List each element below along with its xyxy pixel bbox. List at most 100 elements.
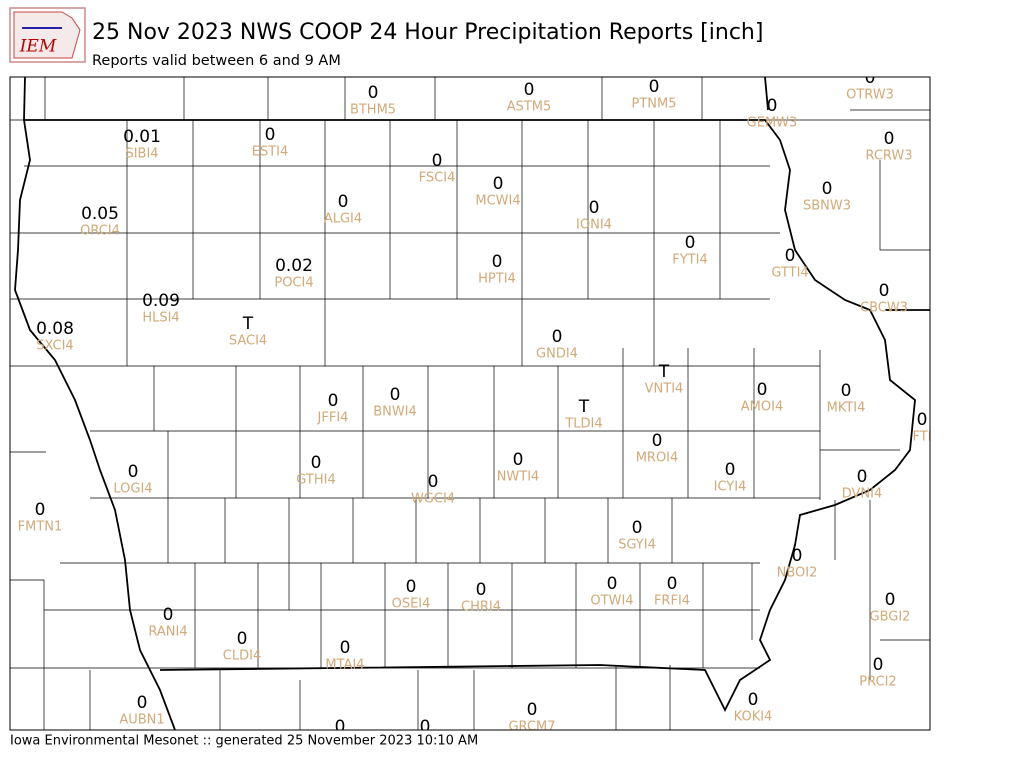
- station-value: 0: [865, 68, 876, 88]
- station-id: SIBI4: [125, 147, 158, 162]
- station-id: FYTI4: [672, 253, 707, 268]
- station-id: VNTI4: [645, 382, 684, 397]
- station-value: 0: [884, 129, 895, 149]
- state-border-iowa: [24, 119, 916, 713]
- station-value: 0.02: [275, 256, 313, 276]
- station-value: 0: [420, 717, 431, 737]
- station-id: WGCI4: [411, 492, 455, 507]
- station-id: IONI4: [576, 218, 612, 233]
- station-id: AMOI4: [741, 400, 783, 415]
- station-value: 0: [335, 717, 346, 737]
- station-id: MCWI4: [475, 194, 520, 209]
- station-value: T: [242, 314, 254, 334]
- station-id: ALGI4: [324, 212, 362, 227]
- station-value: 0: [792, 546, 803, 566]
- station-value: 0: [607, 574, 618, 594]
- station-value: 0: [237, 629, 248, 649]
- station-id: GBGI2: [870, 610, 911, 625]
- station-id: MROI4: [636, 451, 679, 466]
- station-value: 0.09: [142, 291, 180, 311]
- map: 0BTHM50ASTM50PTNM50OTRW30GEMW30RCRW30.01…: [10, 68, 931, 737]
- station-id: RCRW3: [865, 149, 912, 164]
- station-id: PRCI2: [859, 675, 896, 690]
- station-value: 0: [524, 80, 535, 100]
- station-value: 0: [725, 460, 736, 480]
- logo-state: [13, 11, 81, 59]
- station-value: 0: [390, 385, 401, 405]
- title: 25 Nov 2023 NWS COOP 24 Hour Precipitati…: [92, 20, 763, 45]
- station-value: 0: [767, 96, 778, 116]
- station-value: 0: [338, 192, 349, 212]
- station-value: 0: [552, 327, 563, 347]
- station-id: FRFI4: [654, 594, 690, 609]
- station-id: LOGI4: [113, 482, 152, 497]
- station-value: 0: [885, 590, 896, 610]
- station-id: POCI4: [274, 276, 313, 291]
- station-value: 0: [265, 125, 276, 145]
- station-value: 0: [137, 693, 148, 713]
- station-value: 0: [513, 450, 524, 470]
- station-id: GTTI4: [771, 266, 808, 281]
- station-id: TLDI4: [564, 417, 602, 432]
- station-id: BNWI4: [373, 405, 417, 420]
- station-value: 0: [667, 574, 678, 594]
- station-value: 0: [873, 655, 884, 675]
- station-id: MTAI4: [325, 658, 364, 673]
- station-id: ESTI4: [252, 145, 289, 160]
- station-id: OSEI4: [392, 597, 431, 612]
- station-value: 0: [428, 472, 439, 492]
- logo: IEM: [9, 7, 86, 63]
- station-id: SACI4: [229, 334, 267, 349]
- station-id: KOKI4: [734, 710, 773, 725]
- subtitle: Reports valid between 6 and 9 AM: [92, 53, 341, 69]
- station-id: OTWI4: [590, 594, 633, 609]
- station-id: NWTI4: [497, 470, 540, 485]
- station-value: 0: [311, 453, 322, 473]
- station-id: ASTM5: [507, 100, 552, 115]
- station-value: 0: [649, 77, 660, 97]
- station-id: CBCW3: [860, 301, 908, 316]
- stations: 0BTHM50ASTM50PTNM50OTRW30GEMW30RCRW30.01…: [18, 68, 931, 737]
- station-id: GNDI4: [536, 347, 578, 362]
- station-value: 0: [757, 380, 768, 400]
- station-value: 0: [476, 580, 487, 600]
- station-value: 0: [527, 700, 538, 720]
- station-value: 0: [879, 281, 890, 301]
- station-id: JFFI4: [317, 411, 349, 426]
- station-id: OTRW3: [846, 88, 894, 103]
- station-id: CLDI4: [223, 649, 261, 664]
- station-value: 0: [340, 638, 351, 658]
- station-value: 0: [492, 252, 503, 272]
- station-id: GTHI4: [296, 473, 335, 488]
- station-value: 0.08: [36, 319, 74, 339]
- station-id: NBOI2: [777, 566, 818, 581]
- station-value: 0: [841, 381, 852, 401]
- station-value: 0: [128, 462, 139, 482]
- station-value: 0: [748, 690, 759, 710]
- station-id: AUBN1: [119, 713, 164, 728]
- map-frame: [9, 76, 931, 731]
- station-value: 0: [368, 83, 379, 103]
- station-id: SBNW3: [803, 199, 851, 214]
- station-id: MKTI4: [827, 401, 866, 416]
- station-value: 0: [35, 500, 46, 520]
- station-id: SGYI4: [618, 538, 656, 553]
- station-id: HLSI4: [142, 311, 179, 326]
- map-background: [10, 77, 930, 730]
- station-id: FSCI4: [419, 171, 456, 186]
- station-value: 0: [493, 174, 504, 194]
- station-value: T: [578, 397, 590, 417]
- station-id: GRCM7: [508, 720, 555, 735]
- station-value: 0: [857, 467, 868, 487]
- station-id: ICYI4: [714, 480, 747, 495]
- state-border-other: [764, 77, 930, 311]
- station-value: 0: [328, 391, 339, 411]
- state-border-west: [14, 77, 176, 730]
- station-id: FTI: [912, 430, 931, 445]
- station-value: 0.01: [123, 127, 161, 147]
- station-value: 0: [432, 151, 443, 171]
- station-value: 0: [917, 410, 928, 430]
- station-id: ORCI4: [80, 224, 120, 239]
